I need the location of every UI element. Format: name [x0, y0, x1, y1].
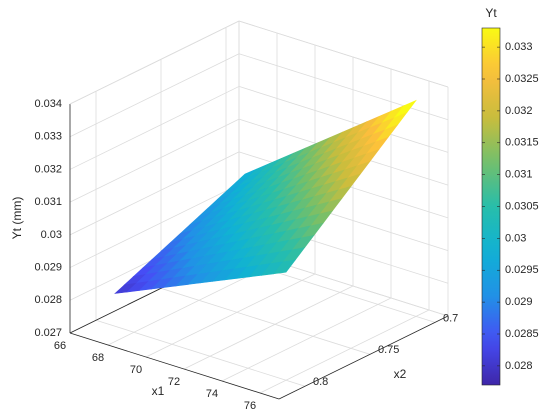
grid-line — [69, 53, 240, 138]
z-tick-label: 0.03 — [41, 229, 62, 241]
y-axis-label: x2 — [394, 367, 407, 381]
axis-box-edge — [69, 332, 280, 400]
axis-box-edge — [69, 20, 240, 105]
grid-line — [69, 86, 240, 170]
grid-line — [238, 86, 449, 153]
z-tick-label: 0.027 — [34, 327, 62, 339]
colorbar-tick-label: 0.03 — [505, 232, 526, 244]
z-tick-label: 0.033 — [34, 131, 62, 143]
y-tick-label: 0.7 — [443, 312, 458, 324]
z-tick-label: 0.029 — [34, 261, 62, 273]
z-axis-label: Yt (mm) — [10, 197, 24, 240]
axis-box-edge — [238, 20, 449, 88]
grid-line — [183, 285, 354, 370]
grid-line — [160, 287, 371, 355]
colorbar-tick-label: 0.0315 — [505, 137, 539, 149]
z-tick-label: 0.028 — [34, 294, 62, 306]
colorbar-tick-label: 0.0305 — [505, 200, 539, 212]
y-tick-label: 0.8 — [313, 376, 328, 388]
y-tick-label: 0.75 — [378, 344, 399, 356]
x-tick-label: 72 — [168, 376, 180, 388]
colorbar-tick-label: 0.0325 — [505, 73, 539, 85]
grid-line — [69, 151, 240, 236]
surface-facet — [273, 259, 296, 275]
colorbar-tick-label: 0.0295 — [505, 264, 539, 276]
grid-line — [69, 118, 240, 203]
grid-line — [95, 319, 306, 387]
grid-line — [69, 184, 240, 268]
colorbar-tick-label: 0.033 — [505, 41, 533, 53]
colorbar-tick-label: 0.032 — [505, 105, 533, 117]
x-tick-label: 76 — [244, 400, 256, 412]
x-tick-label: 70 — [130, 364, 142, 376]
axis-box-edge — [278, 315, 449, 400]
z-tick-label: 0.034 — [34, 98, 62, 110]
x-axis-label: x1 — [152, 384, 165, 398]
grid-line — [259, 309, 430, 394]
grid-line — [221, 297, 392, 382]
colorbar-label: Yt — [485, 6, 497, 20]
colorbar-tick-label: 0.031 — [505, 169, 533, 181]
colorbar-tick-label: 0.029 — [505, 296, 533, 308]
surface-cell — [114, 99, 417, 294]
x-tick-label: 74 — [206, 388, 218, 400]
grid-line — [238, 53, 449, 121]
x-tick-label: 66 — [54, 340, 66, 352]
x-tick-label: 68 — [92, 352, 104, 364]
grid-line — [145, 273, 316, 358]
colorbar-tick-label: 0.028 — [505, 360, 533, 372]
z-tick-label: 0.031 — [34, 196, 62, 208]
colorbar-tick-label: 0.0285 — [505, 328, 539, 340]
z-tick-label: 0.032 — [34, 163, 62, 175]
